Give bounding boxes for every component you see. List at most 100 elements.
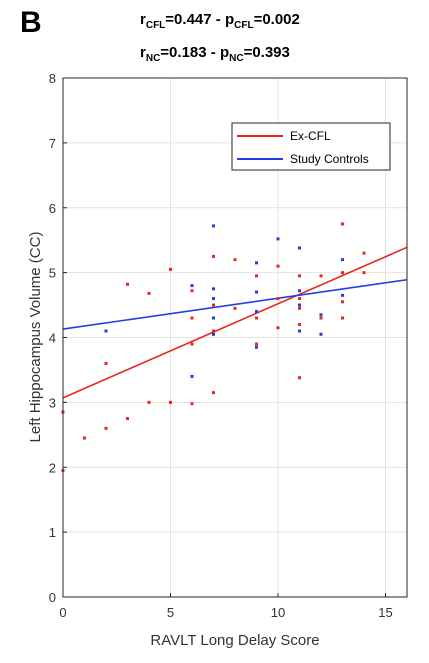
- data-point-study-controls: [341, 293, 344, 297]
- data-point-study-controls: [255, 345, 258, 349]
- stat-p-nc-symbol: p: [220, 44, 229, 61]
- y-axis-label: Left Hippocampus Volume (CC): [27, 232, 44, 443]
- data-point-study-controls: [276, 237, 280, 241]
- data-point-ex-cfl: [298, 297, 301, 301]
- data-point-study-controls: [190, 374, 194, 378]
- data-point-study-controls: [212, 332, 215, 336]
- data-point-study-controls: [298, 246, 301, 250]
- data-point-ex-cfl: [212, 391, 215, 395]
- data-point-ex-cfl: [319, 316, 323, 320]
- data-point-study-controls: [190, 284, 194, 288]
- stat-r-cfl-subscript: CFL: [146, 20, 165, 31]
- data-point-ex-cfl: [255, 342, 258, 346]
- data-point-ex-cfl: [126, 282, 129, 286]
- axes: [62, 77, 408, 598]
- data-point-ex-cfl: [147, 291, 151, 295]
- data-point-ex-cfl: [341, 271, 344, 275]
- data-point-ex-cfl: [276, 264, 280, 268]
- data-point-ex-cfl: [233, 306, 237, 310]
- y-tick-label: 2: [49, 460, 56, 475]
- stat-r-nc-value: =0.183 -: [160, 44, 220, 61]
- data-point-ex-cfl: [362, 251, 366, 255]
- data-point-ex-cfl: [212, 329, 215, 333]
- data-point-ex-cfl: [190, 402, 194, 406]
- data-point-ex-cfl: [362, 271, 366, 275]
- data-point-ex-cfl: [298, 274, 301, 278]
- data-point-ex-cfl: [298, 376, 301, 380]
- data-point-ex-cfl: [104, 361, 108, 365]
- panel-letter: B: [20, 6, 42, 39]
- data-point-study-controls: [319, 313, 323, 317]
- data-point-ex-cfl: [255, 316, 258, 320]
- data-point-ex-cfl: [298, 306, 301, 310]
- stat-r-cfl-value: =0.447 -: [165, 11, 225, 28]
- stat-p-cfl-symbol: p: [225, 11, 234, 28]
- data-point-study-controls: [255, 261, 258, 265]
- data-point-ex-cfl: [212, 254, 215, 258]
- x-axis-label: RAVLT Long Delay Score: [150, 632, 319, 649]
- data-point-ex-cfl: [276, 326, 280, 330]
- data-point-ex-cfl: [233, 258, 237, 262]
- data-point-study-controls: [298, 329, 301, 333]
- y-tick-label: 4: [49, 331, 56, 346]
- stats-line-nc: rNC=0.183 - pNC=0.393: [140, 44, 290, 64]
- data-point-study-controls: [104, 329, 108, 333]
- data-point-study-controls: [212, 316, 215, 320]
- legend: Ex-CFL Study Controls: [231, 122, 391, 171]
- data-point-study-controls: [212, 297, 215, 301]
- fit-lines: [62, 246, 408, 399]
- data-point-study-controls: [212, 287, 215, 291]
- data-point-ex-cfl: [190, 342, 194, 346]
- data-point-ex-cfl: [276, 297, 280, 301]
- stat-p-cfl-value: =0.002: [254, 11, 300, 28]
- data-point-study-controls: [319, 332, 323, 336]
- data-point-ex-cfl: [126, 417, 129, 421]
- data-point-ex-cfl: [341, 316, 344, 320]
- data-point-study-controls: [341, 258, 344, 262]
- x-tick-label: 10: [271, 605, 285, 620]
- y-tick-label: 3: [49, 395, 56, 410]
- stat-p-cfl-subscript: CFL: [234, 20, 253, 31]
- data-points: [61, 222, 366, 472]
- stat-p-nc-subscript: NC: [229, 53, 243, 64]
- data-point-study-controls: [255, 310, 258, 314]
- data-point-ex-cfl: [169, 400, 172, 404]
- data-point-study-controls: [298, 289, 301, 293]
- data-point-ex-cfl: [212, 303, 215, 307]
- data-point-ex-cfl: [190, 289, 194, 293]
- y-tick-label: 1: [49, 525, 56, 540]
- y-tick-label: 7: [49, 136, 56, 151]
- legend-box: [231, 122, 391, 171]
- y-tick-label: 8: [49, 71, 56, 86]
- fit-line-ex-cfl: [62, 246, 408, 399]
- legend-label-study-controls: Study Controls: [290, 152, 369, 166]
- data-point-ex-cfl: [147, 400, 151, 404]
- data-point-study-controls: [212, 224, 215, 228]
- data-point-study-controls: [255, 290, 258, 294]
- data-point-ex-cfl: [341, 300, 344, 304]
- x-tick-label: 0: [59, 605, 66, 620]
- stat-r-cfl-symbol: r: [140, 11, 146, 28]
- stat-r-nc-symbol: r: [140, 44, 146, 61]
- tick-labels: 0 5 10 15 0 1 2 3 4 5 6 7 8: [49, 71, 393, 620]
- x-tick-label: 5: [167, 605, 174, 620]
- stats-line-cfl: rCFL=0.447 - pCFL=0.002: [140, 11, 300, 31]
- y-tick-label: 0: [49, 590, 56, 605]
- data-point-ex-cfl: [169, 267, 172, 271]
- legend-label-ex-cfl: Ex-CFL: [290, 129, 331, 143]
- stat-p-nc-value: =0.393: [244, 44, 290, 61]
- data-point-ex-cfl: [255, 274, 258, 278]
- stat-r-nc-subscript: NC: [146, 53, 160, 64]
- data-point-ex-cfl: [319, 274, 323, 278]
- x-tick-label: 15: [378, 605, 392, 620]
- data-point-ex-cfl: [341, 222, 344, 226]
- y-tick-label: 5: [49, 266, 56, 281]
- data-point-ex-cfl: [104, 426, 108, 430]
- fit-line-study-controls: [62, 278, 408, 330]
- data-point-ex-cfl: [298, 323, 301, 327]
- data-point-study-controls: [298, 303, 301, 307]
- data-point-ex-cfl: [190, 316, 194, 320]
- y-tick-label: 6: [49, 201, 56, 216]
- data-point-ex-cfl: [83, 436, 86, 440]
